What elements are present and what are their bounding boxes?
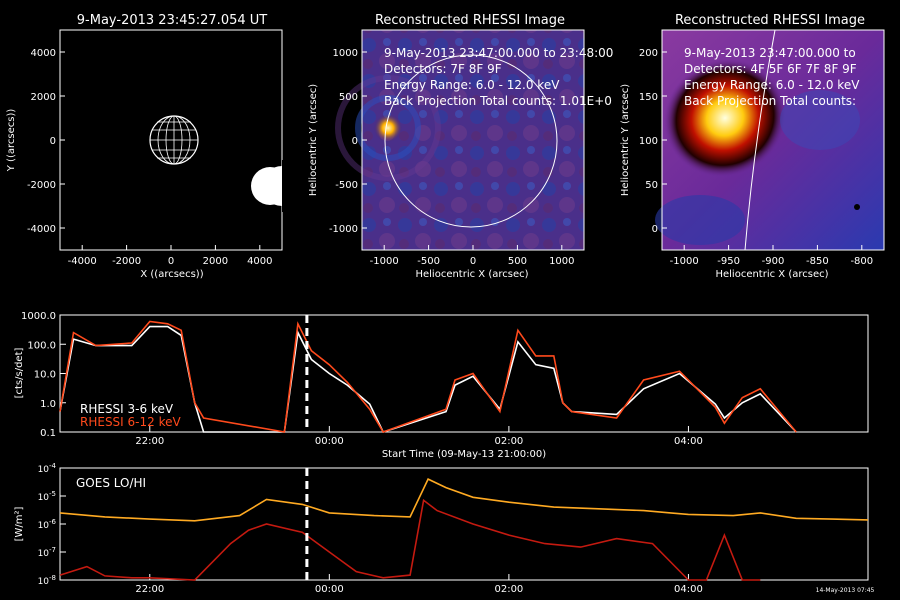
lightcurve-xtick-label: 00:00: [315, 436, 344, 447]
image2-ytick-label: 100: [639, 136, 658, 147]
goes-annotation: GOES LO/HI: [76, 476, 146, 490]
image2-title: Reconstructed RHESSI Image: [675, 13, 865, 28]
lightcurve-ytick-label: 1000.0: [21, 311, 56, 322]
lightcurve-ytick-label: 0.1: [40, 428, 56, 439]
image2-ytick-label: 0: [652, 224, 658, 235]
rhessi-image-1: Reconstructed RHESSI Image 9-May-2013 23…: [308, 13, 613, 280]
image1-title: Reconstructed RHESSI Image: [375, 13, 565, 28]
orbit-title: 9-May-2013 23:45:27.054 UT: [77, 13, 267, 28]
image1-background: [362, 30, 584, 250]
goes-stamp: 14-May-2013 07:45: [816, 587, 875, 594]
image2-time: 9-May-2013 23:47:00.000 to: [684, 46, 856, 60]
image1-ytick-label: -500: [335, 180, 358, 191]
goes-series-0: [59, 478, 869, 522]
image1-xtick-label: 0: [470, 256, 476, 267]
image1-ytick-label: 1000: [333, 48, 358, 59]
image1-projection: Back Projection Total counts: 1.01E+0: [384, 94, 612, 108]
lightcurve-series-1: [59, 320, 797, 433]
image2-xlabel: Heliocentric X (arcsec): [715, 269, 828, 280]
rhessi-lightcurve: 22:00 00:00 02:00 04:00 1000.0 100.0 10.0 1.0 0.…: [14, 311, 869, 460]
orbit-xtick-label: -4000: [68, 256, 97, 267]
lightcurve-xtick-label: 02:00: [494, 436, 523, 447]
goes-frame: [59, 467, 869, 581]
bright-disk: [251, 167, 289, 205]
goes-xtick-label: 02:00: [494, 584, 523, 595]
lightcurve-xtick-label: 22:00: [135, 436, 164, 447]
orbit-xtick-label: 4000: [247, 256, 272, 267]
orbit-xtick-label: 0: [168, 256, 174, 267]
image1-time: 9-May-2013 23:47:00.000 to 23:48:00: [384, 46, 613, 60]
orbit-ylabel: Y ((arcsecs)): [6, 109, 17, 173]
sun-meridians: [150, 115, 198, 165]
image2-ytick-label: 150: [639, 92, 658, 103]
orbit-ytick-label: 2000: [31, 92, 56, 103]
orbit-ytick-label: -2000: [27, 180, 56, 191]
orbit-ytick-label: 0: [50, 136, 56, 147]
image1-detectors: Detectors: 7F 8F 9F: [384, 62, 502, 76]
image1-xtick-label: -500: [417, 256, 440, 267]
orbit-xtick-label: 2000: [203, 256, 228, 267]
image1-energy: Energy Range: 6.0 - 12.0 keV: [384, 78, 560, 92]
image2-ylabel: Heliocentric Y (arcsec): [620, 84, 631, 196]
orbit-ytick-label: 4000: [31, 48, 56, 59]
image2-xtick-label: -950: [717, 256, 740, 267]
image1-ylabel: Heliocentric Y (arcsec): [308, 84, 319, 196]
image1-source: [374, 114, 402, 142]
image1-ytick-label: 500: [339, 92, 358, 103]
orbit-ytick-label: -4000: [27, 224, 56, 235]
goes-ytick-label: 10-7: [38, 546, 56, 559]
image1-xtick-label: 500: [508, 256, 527, 267]
image2-ytick-label: 200: [639, 48, 658, 59]
lightcurve-xtick-label: 04:00: [674, 436, 703, 447]
lightcurve-ytick-label: 10.0: [34, 370, 56, 381]
lightcurve-series-0: [59, 325, 797, 433]
image2-xtick-label: -850: [806, 256, 829, 267]
image2-limb: [744, 29, 776, 251]
image2-ytick-label: 50: [645, 180, 658, 191]
image2-source: [663, 58, 787, 178]
goes-xtick-label: 04:00: [674, 584, 703, 595]
legend-6-12: RHESSI 6-12 keV: [80, 415, 181, 429]
goes-ytick-label: 10-5: [38, 490, 56, 503]
legend-3-6: RHESSI 3-6 keV: [80, 402, 174, 416]
goes-series-1: [59, 498, 761, 581]
orbit-panel: 9-May-2013 23:45:27.054 UT -4000 -2000 0 20…: [6, 13, 302, 280]
image1-limb: [384, 54, 558, 228]
lightcurve-ytick-label: 1.0: [40, 399, 56, 410]
goes-lightcurve: 22:00 00:00 02:00 04:00 10-4 10-5 10-6 10-7 10-8…: [14, 462, 875, 595]
goes-xtick-label: 22:00: [135, 584, 164, 595]
image2-xtick-label: -800: [850, 256, 873, 267]
goes-ytick-label: 10-8: [38, 574, 56, 587]
goes-ylabel: [W/m²]: [14, 506, 25, 541]
goes-ytick-label: 10-4: [38, 462, 57, 475]
lightcurve-ylabel: [cts/s/det]: [14, 348, 25, 399]
image2-xtick-label: -900: [762, 256, 785, 267]
lightcurve-xlabel: Start Time (09-May-13 21:00:00): [382, 449, 546, 460]
image2-energy: Energy Range: 6.0 - 12.0 keV: [684, 78, 860, 92]
image2-projection: Back Projection Total counts:: [684, 94, 856, 108]
image1-xtick-label: 1000: [549, 256, 574, 267]
image1-xlabel: Heliocentric X (arcsec): [415, 269, 528, 280]
goes-ytick-label: 10-6: [38, 518, 57, 531]
orbit-xtick-label: -2000: [112, 256, 141, 267]
rhessi-image-2: Reconstructed RHESSI Image 9-May-2013 23…: [620, 13, 885, 280]
image1-ytick-label: 0: [352, 136, 358, 147]
lightcurve-ytick-label: 100.0: [27, 340, 56, 351]
image2-detectors: Detectors: 4F 5F 6F 7F 8F 9F: [684, 62, 857, 76]
orbit-xlabel: X ((arcsecs)): [140, 269, 203, 280]
image1-ytick-label: -1000: [329, 224, 358, 235]
image1-xtick-label: -1000: [370, 256, 399, 267]
image2-xtick-label: -1000: [670, 256, 699, 267]
goes-xtick-label: 00:00: [315, 584, 344, 595]
